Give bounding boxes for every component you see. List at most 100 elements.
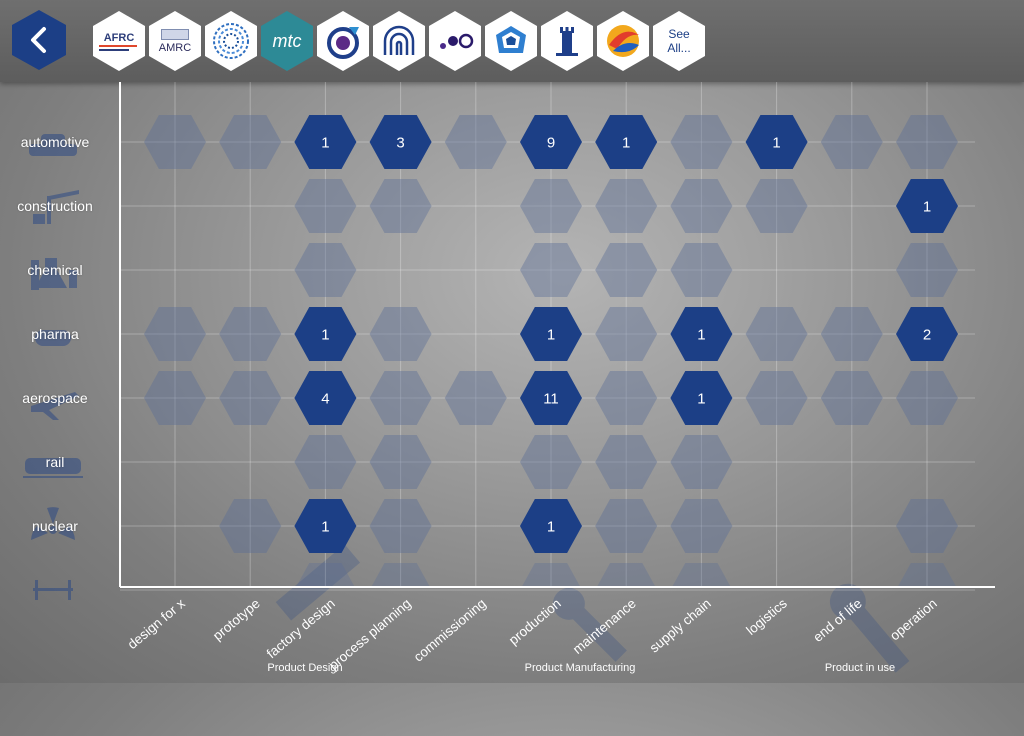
matrix-cell-empty (520, 435, 582, 489)
matrix-cell-active[interactable]: 1 (294, 115, 357, 169)
matrix-cell-active[interactable]: 1 (745, 115, 808, 169)
train-icon (23, 458, 83, 478)
matrix-cell-empty (670, 115, 733, 169)
dots-icon (440, 33, 474, 49)
matrix-cell-empty (369, 435, 432, 489)
stage-group-label: Product Manufacturing (524, 662, 636, 674)
matrix-cell-empty (595, 179, 658, 233)
matrix-cell-empty (820, 307, 883, 361)
matrix-cell-active[interactable]: 1 (520, 499, 582, 553)
partial-row (296, 563, 956, 586)
matrix-cell-empty (219, 499, 282, 553)
matrix-cell-empty (745, 307, 808, 361)
matrix-cell-active[interactable]: 1 (520, 307, 582, 361)
swirl-logo[interactable] (597, 11, 649, 71)
amrc-logo[interactable]: AMRC (149, 11, 201, 71)
matrix-cell-empty (595, 499, 658, 553)
industry-label-pharma[interactable]: pharma (31, 326, 79, 342)
cell-count: 1 (321, 519, 329, 536)
flask-icon (31, 258, 77, 290)
matrix-cell-active[interactable]: 1 (294, 499, 357, 553)
cell-count: 1 (547, 327, 555, 344)
matrix-cell-empty (595, 371, 658, 425)
cell-count: 2 (923, 327, 931, 344)
industry-label-chemical[interactable]: chemical (27, 262, 83, 278)
cell-count: 1 (697, 391, 705, 408)
crane-icon (33, 190, 79, 224)
matrix-cell-active[interactable]: 11 (520, 371, 582, 425)
matrix-cell-active[interactable]: 1 (670, 307, 733, 361)
industry-label-aerospace[interactable]: aerospace (22, 390, 88, 406)
matrix-cell-active[interactable]: 1 (595, 115, 658, 169)
see-all-button[interactable]: See All... (653, 11, 705, 71)
matrix-cell-active[interactable]: 1 (896, 179, 958, 233)
matrix-cell-active[interactable]: 9 (520, 115, 582, 169)
back-button[interactable] (12, 10, 66, 70)
matrix-cell-partial-empty (522, 563, 580, 586)
cell-count: 1 (321, 327, 329, 344)
top-toolbar: AFRC AMRC mtc (0, 0, 1024, 82)
stage-group-label: Product in use (824, 662, 896, 674)
see-all-line1: See (668, 27, 690, 41)
matrix-cell-empty (896, 371, 958, 425)
matrix-cell-empty (820, 371, 883, 425)
matrix-cell-empty (595, 435, 658, 489)
matrix-cell-empty (444, 371, 507, 425)
matrix-cell-empty (144, 307, 206, 361)
matrix-cell-empty (369, 307, 432, 361)
matrix-cell-empty (820, 115, 883, 169)
industry-stage-matrix: 1 3 9 1 111 1 1 24 11 11 1 (23, 115, 958, 673)
see-all-line2: All... (667, 41, 691, 55)
spiral-icon (213, 23, 249, 59)
matrix-cell-active[interactable]: 3 (369, 115, 432, 169)
matrix-cell-empty (670, 435, 733, 489)
cell-count: 4 (321, 391, 329, 408)
gem-icon (496, 26, 526, 53)
swirl-icon (607, 25, 639, 57)
cell-count: 1 (772, 135, 780, 152)
industry-label-construction[interactable]: construction (17, 198, 93, 214)
matrix-cell-empty (369, 499, 432, 553)
cell-count: 11 (543, 391, 559, 408)
car-icon (29, 134, 77, 156)
matrix-cell-empty (369, 371, 432, 425)
matrix-cell-active[interactable]: 4 (294, 371, 357, 425)
matrix-cell-empty (144, 371, 206, 425)
matrix-cell-empty (294, 243, 357, 297)
matrix-cell-empty (896, 499, 958, 553)
matrix-cell-partial-empty (898, 563, 956, 586)
matrix-cell-empty (369, 179, 432, 233)
plane-icon (31, 392, 79, 420)
matrix-cell-empty (444, 115, 507, 169)
matrix-cell-partial-empty (296, 563, 355, 586)
arch-icon (383, 25, 415, 55)
cell-count: 1 (697, 327, 705, 344)
matrix-cell-empty (219, 371, 282, 425)
mtc-logo-text: mtc (272, 30, 302, 51)
matrix-cell-empty (670, 499, 733, 553)
matrix-cell-empty (520, 243, 582, 297)
matrix-cell-partial-empty (672, 563, 731, 586)
spiral-logo[interactable] (205, 11, 257, 71)
matrix-cell-active[interactable]: 1 (670, 371, 733, 425)
matrix-cell-active[interactable]: 1 (294, 307, 357, 361)
ruler-icon (275, 544, 361, 621)
matrix-cell-empty (745, 371, 808, 425)
industry-label-automotive[interactable]: automotive (20, 134, 90, 150)
matrix-cell-empty (294, 179, 357, 233)
tower-logo[interactable] (541, 11, 593, 71)
industry-label-nuclear[interactable]: nuclear (32, 518, 78, 534)
stage-group-label: Product Design (267, 662, 343, 674)
wrench-icon (552, 587, 627, 662)
matrix-cell-empty (520, 179, 582, 233)
radiation-icon (31, 507, 75, 540)
ring-icon (327, 27, 359, 59)
matrix-cell-empty (144, 115, 206, 169)
amrc-logo-text: AMRC (158, 41, 192, 54)
matrix-cell-active[interactable]: 2 (896, 307, 958, 361)
tower-icon (556, 27, 578, 56)
afrc-logo-text: AFRC (103, 31, 135, 44)
cell-count: 3 (396, 135, 404, 152)
industry-label-rail[interactable]: rail (45, 454, 65, 470)
pill-icon (35, 330, 71, 346)
